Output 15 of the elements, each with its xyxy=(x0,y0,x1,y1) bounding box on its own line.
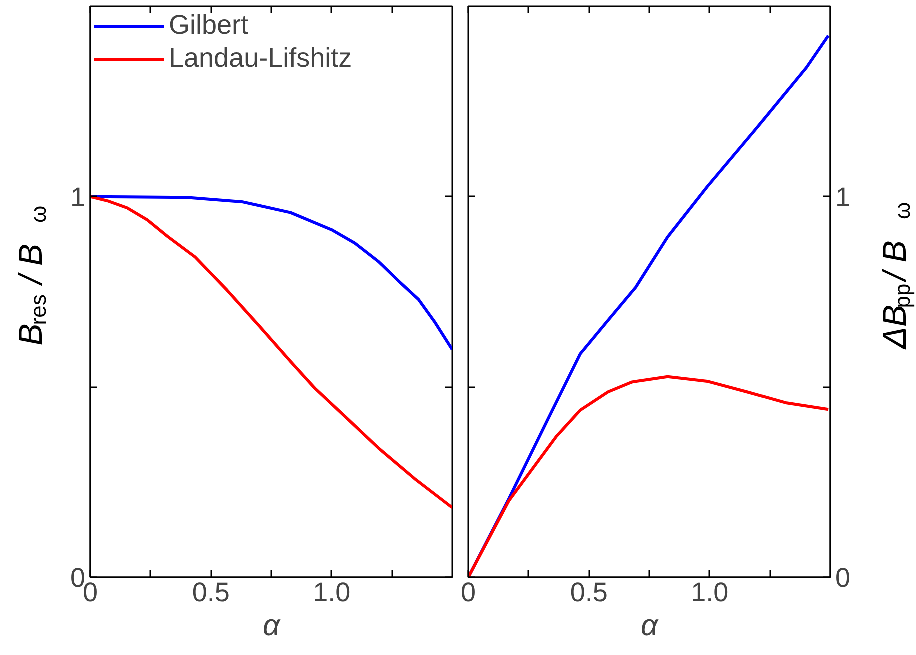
x-tick-label: 0 xyxy=(460,578,476,608)
y-tick-label: 1 xyxy=(70,182,86,212)
x-tick-label: 1.0 xyxy=(313,578,351,608)
x-tick-label: 0.5 xyxy=(192,578,230,608)
x-tick-label: 1.0 xyxy=(691,578,729,608)
line-series xyxy=(90,195,452,510)
x-axis-title: α xyxy=(640,610,659,642)
y-axis-title: Bres/ Bω xyxy=(12,206,51,346)
y-axis-title: ΔBpp/ Bω xyxy=(876,202,915,350)
x-tick-label: 0.5 xyxy=(570,578,608,608)
legend-label: Gilbert xyxy=(169,10,249,41)
x-axis-title: α xyxy=(262,610,281,642)
y-tick-label: 1 xyxy=(836,182,851,212)
line-series xyxy=(90,195,452,352)
legend-label: Landau-Lifshitz xyxy=(169,43,352,74)
